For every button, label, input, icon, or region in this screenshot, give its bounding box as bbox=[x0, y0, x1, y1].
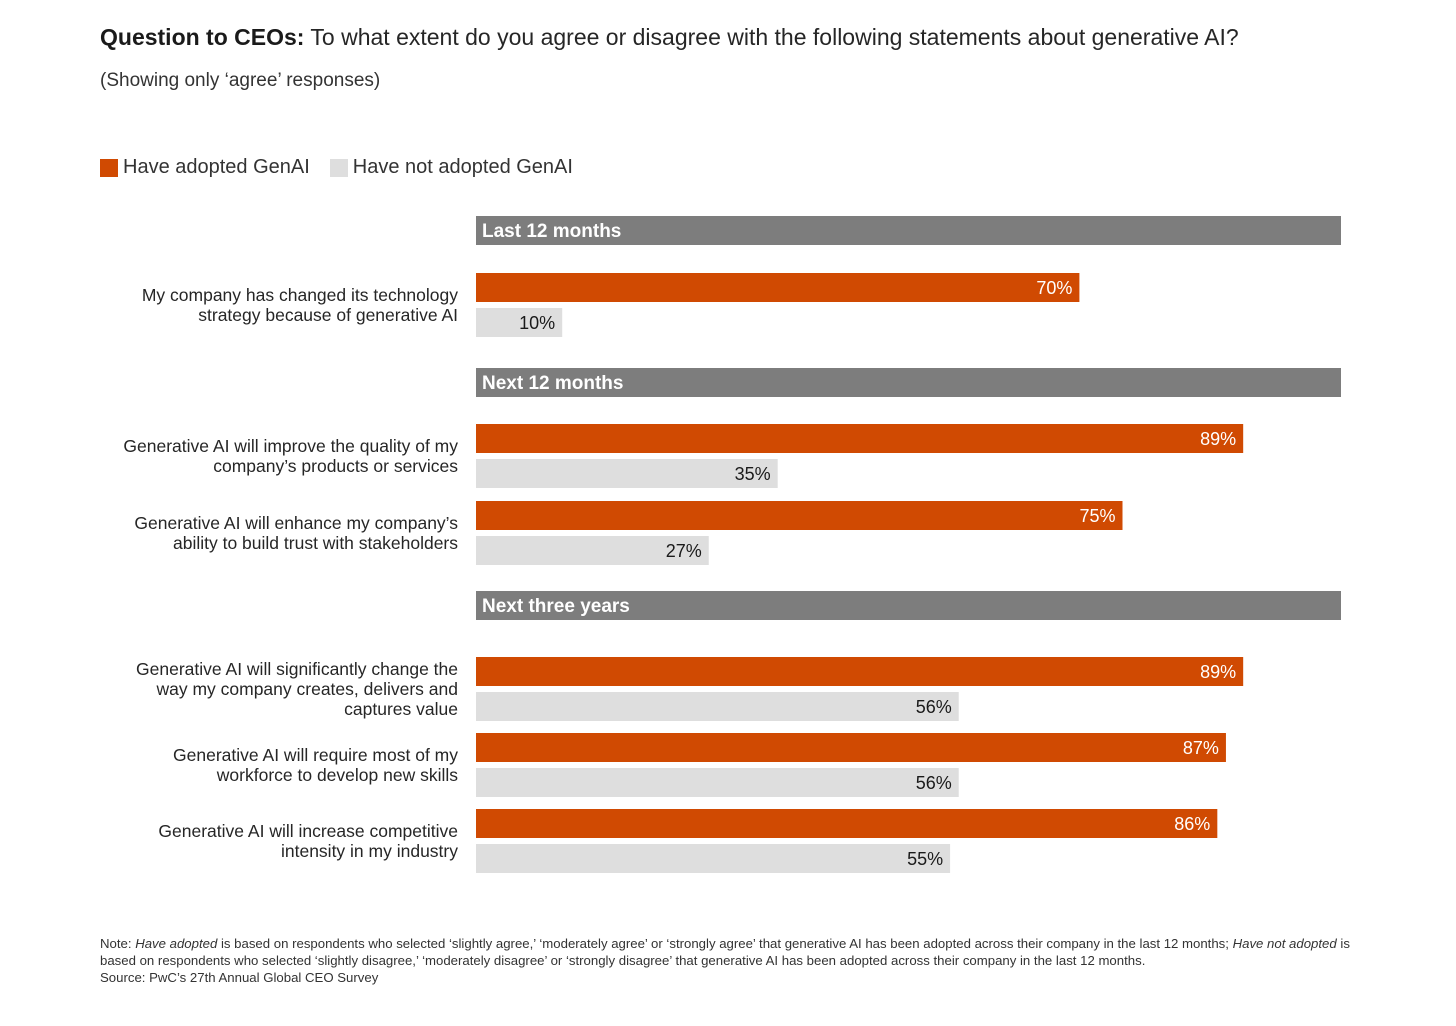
legend-item-not-adopted: Have not adopted GenAI bbox=[329, 156, 573, 179]
bar-adopted bbox=[476, 273, 1080, 302]
category-label-line: Generative AI will enhance my company’s bbox=[134, 513, 458, 533]
category-label-line: workforce to develop new skills bbox=[216, 765, 458, 785]
note-not-adopted-definition: is based on respondents who selected ‘sl… bbox=[100, 936, 1350, 968]
value-label-not-adopted: 10% bbox=[519, 313, 555, 333]
value-label-not-adopted: 27% bbox=[666, 541, 702, 561]
bar-chart: Last 12 months 70% 10% My company has chang… bbox=[123, 216, 1341, 873]
chart-title-bold: Question to CEOs: bbox=[100, 24, 305, 50]
bar-adopted bbox=[476, 424, 1244, 453]
category-label-line: Generative AI will increase competitive bbox=[158, 821, 458, 841]
category-label-line: company’s products or services bbox=[213, 456, 458, 476]
section-header-bar bbox=[476, 591, 1341, 620]
category-label-line: My company has changed its technology bbox=[142, 285, 458, 305]
bar-adopted bbox=[476, 657, 1244, 686]
legend-label-adopted: Have adopted GenAI bbox=[123, 156, 310, 178]
legend-item-adopted: Have adopted GenAI bbox=[100, 156, 310, 179]
section-header-bar bbox=[476, 216, 1341, 245]
bar-not-adopted bbox=[476, 692, 959, 721]
bar-adopted bbox=[476, 809, 1218, 838]
value-label-not-adopted: 56% bbox=[916, 773, 952, 793]
bar-not-adopted bbox=[476, 308, 563, 337]
bar-not-adopted bbox=[476, 768, 959, 797]
value-label-adopted: 87% bbox=[1183, 738, 1219, 758]
category-label-line: ability to build trust with stakeholders bbox=[173, 533, 458, 553]
note-adopted-definition: is based on respondents who selected ‘sl… bbox=[217, 936, 1233, 951]
value-label-not-adopted: 55% bbox=[907, 849, 943, 869]
section-header-label: Next three years bbox=[482, 596, 630, 617]
note-term-adopted: Have adopted bbox=[135, 936, 218, 951]
value-label-adopted: 89% bbox=[1200, 662, 1236, 682]
bar-not-adopted bbox=[476, 844, 951, 873]
value-label-not-adopted: 56% bbox=[916, 697, 952, 717]
legend-label-not-adopted: Have not adopted GenAI bbox=[352, 156, 573, 178]
section-header-bar bbox=[476, 368, 1341, 397]
chart-title-question: To what extent do you agree or disagree … bbox=[304, 24, 1239, 50]
source-text: Source: PwC’s 27th Annual Global CEO Sur… bbox=[100, 970, 379, 985]
bar-not-adopted bbox=[476, 459, 778, 488]
bar-adopted bbox=[476, 501, 1123, 530]
note-term-not-adopted: Have not adopted bbox=[1232, 936, 1337, 951]
bar-not-adopted bbox=[476, 536, 709, 565]
note-prefix: Note: bbox=[100, 936, 136, 951]
category-label-line: intensity in my industry bbox=[281, 841, 458, 861]
legend-swatch-not-adopted bbox=[329, 158, 348, 177]
footnotes: Note: Have adopted is based on responden… bbox=[100, 935, 1350, 986]
chart-title: Question to CEOs: To what extent do you … bbox=[100, 24, 1239, 51]
category-label-line: strategy because of generative AI bbox=[198, 305, 458, 325]
category-label-line: Generative AI will require most of my bbox=[173, 745, 458, 765]
category-label-line: captures value bbox=[344, 699, 458, 719]
chart-legend: Have adopted GenAI Have not adopted GenA… bbox=[100, 156, 593, 179]
section-header-label: Next 12 months bbox=[482, 373, 623, 394]
value-label-adopted: 75% bbox=[1079, 506, 1115, 526]
value-label-adopted: 89% bbox=[1200, 429, 1236, 449]
value-label-adopted: 70% bbox=[1036, 278, 1072, 298]
value-label-adopted: 86% bbox=[1174, 814, 1210, 834]
section-header-label: Last 12 months bbox=[482, 221, 621, 242]
legend-swatch-adopted bbox=[100, 158, 118, 177]
note-text: Note: Have adopted is based on responden… bbox=[100, 935, 1350, 969]
chart-subtitle: (Showing only ‘agree’ responses) bbox=[100, 70, 381, 91]
value-label-not-adopted: 35% bbox=[735, 464, 771, 484]
category-label-line: way my company creates, delivers and bbox=[155, 679, 458, 699]
category-label-line: Generative AI will significantly change … bbox=[136, 659, 458, 679]
bar-adopted bbox=[476, 733, 1226, 762]
category-label-line: Generative AI will improve the quality o… bbox=[123, 436, 458, 456]
